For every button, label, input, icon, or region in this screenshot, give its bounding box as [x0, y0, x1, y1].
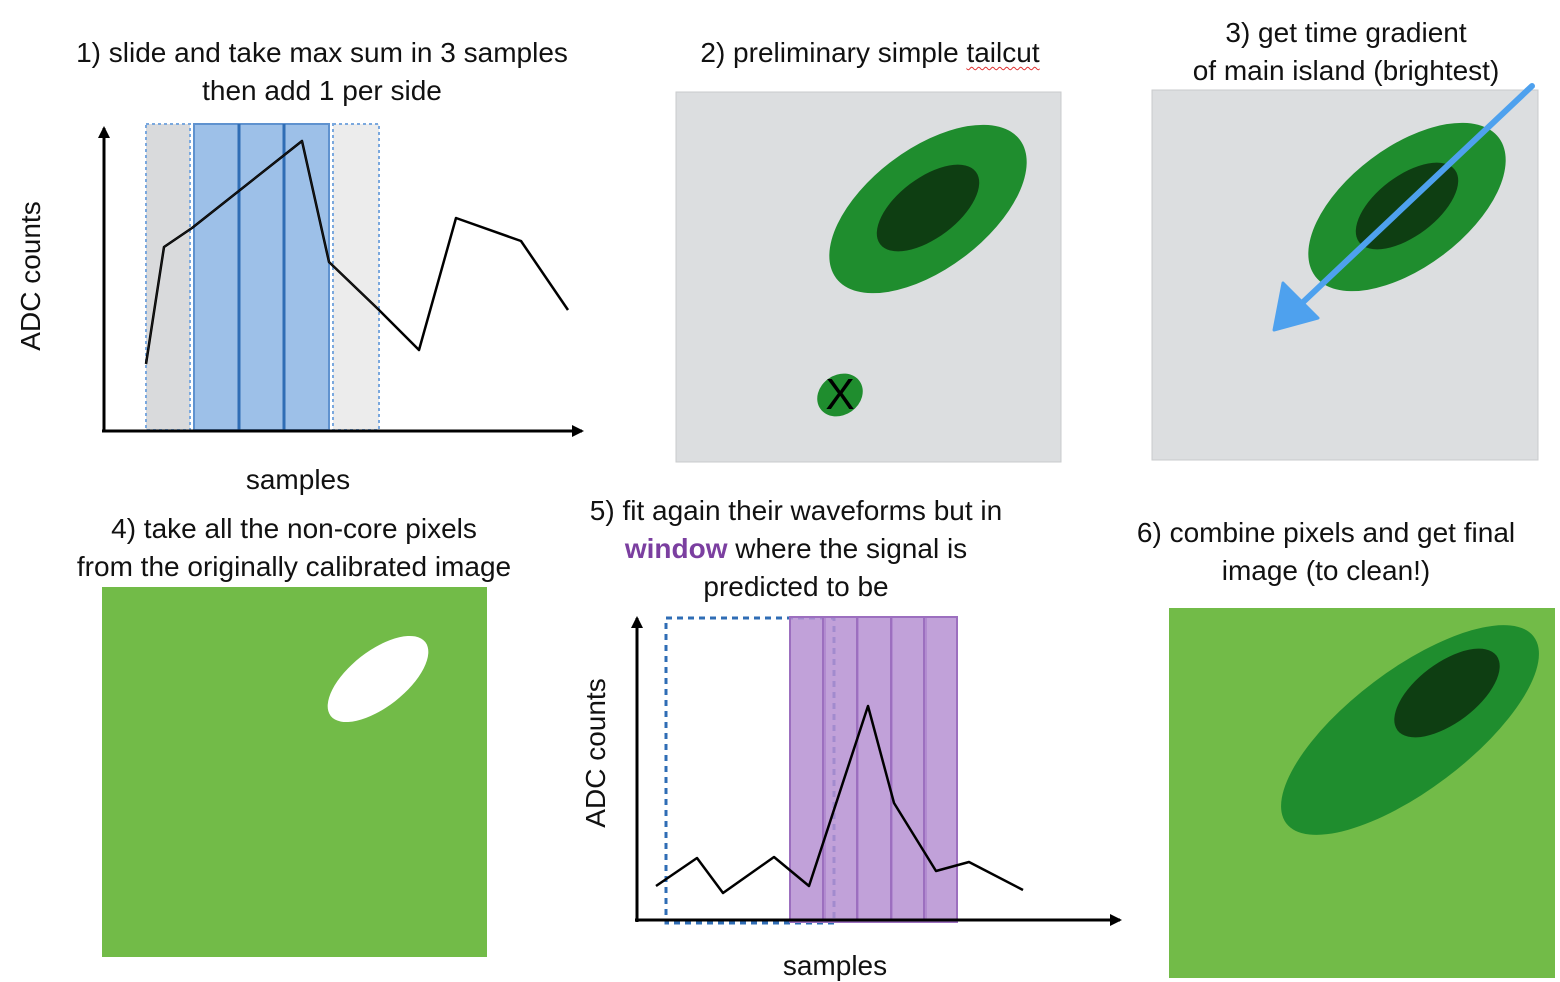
panel-5-window-sample-1	[789, 616, 826, 923]
panel-3-caption: 3) get time gradient of main island (bri…	[1136, 14, 1556, 90]
panel-1-caption: 1) slide and take max sum in 3 samples t…	[22, 34, 622, 110]
panel-6-image	[1169, 608, 1555, 978]
panel-2-small-island	[817, 373, 863, 417]
panel-5-window-sample-4	[890, 616, 927, 923]
panel-3-gradient-arrow-shaft	[1297, 83, 1535, 308]
panel-5-caption-line2: window where the signal is	[546, 530, 1046, 568]
panel-5-y-axis-label: ADC counts	[580, 678, 611, 828]
panel-5-waveform	[655, 704, 1024, 895]
panel-2-reject-mark: X	[825, 370, 855, 419]
panel-3-caption-line2: of main island (brightest)	[1192, 55, 1500, 86]
panel-1-caption-line1: 1) slide and take max sum in 3 samples	[76, 37, 568, 68]
panel-5-caption-line1: 5) fit again their waveforms but in	[589, 495, 1003, 526]
panel-1-waveform	[144, 139, 570, 365]
panel-2-caption-prefix: 2) preliminary simple	[700, 37, 967, 68]
panel-2-caption-flagged-word: tailcut	[966, 37, 1040, 68]
panel-5-caption-line3: predicted to be	[703, 571, 889, 602]
panel-3-gradient-arrow-head	[1272, 281, 1320, 332]
panel-1-y-axis-label: ADC counts	[15, 201, 46, 351]
panel-2-caption: 2) preliminary simple tailcut	[640, 34, 1100, 72]
panel-5-window-sample-3	[856, 616, 893, 923]
panel-4-caption-line1: 4) take all the non-core pixels	[111, 513, 477, 544]
panel-2-island-core	[876, 164, 980, 252]
panel-1-waveform-shadow	[145, 140, 379, 365]
panel-3-image	[1151, 83, 1539, 461]
panel-5-caption-line2-rest: where the signal is	[727, 533, 968, 564]
panel-5-caption-highlight: window	[624, 533, 728, 564]
panel-4-image	[102, 587, 487, 957]
panel-6-caption: 6) combine pixels and get final image (t…	[1100, 514, 1552, 590]
panel-6-caption-line1: 6) combine pixels and get final	[1136, 517, 1516, 548]
panel-1-x-axis-label: samples	[245, 464, 351, 495]
panel-5-plot	[631, 616, 1122, 926]
panel-5-x-axis-label: samples	[782, 950, 888, 981]
panel-1-max-sum-window	[193, 123, 330, 431]
panel-1-extra-sample-left	[145, 123, 191, 431]
panel-1-plot	[98, 123, 584, 437]
panel-5-caption: 5) fit again their waveforms but in wind…	[546, 492, 1046, 606]
panel-4-camera-frame	[102, 587, 487, 957]
panel-5-window-sample-5	[923, 616, 958, 923]
panel-4-caption: 4) take all the non-core pixels from the…	[14, 510, 574, 586]
panel-2-image	[675, 91, 1062, 463]
panel-1-caption-line2: then add 1 per side	[202, 75, 442, 106]
panel-4-core-hole	[327, 635, 429, 723]
panel-3-caption-line1: 3) get time gradient	[1225, 17, 1467, 48]
panel-5-window-sample-2	[822, 616, 859, 923]
panel-6-island-core	[1394, 648, 1500, 738]
panel-6-caption-line2: image (to clean!)	[1221, 555, 1431, 586]
panel-1-extra-sample-right	[332, 123, 380, 431]
panel-4-caption-line2: from the originally calibrated image	[76, 551, 512, 582]
